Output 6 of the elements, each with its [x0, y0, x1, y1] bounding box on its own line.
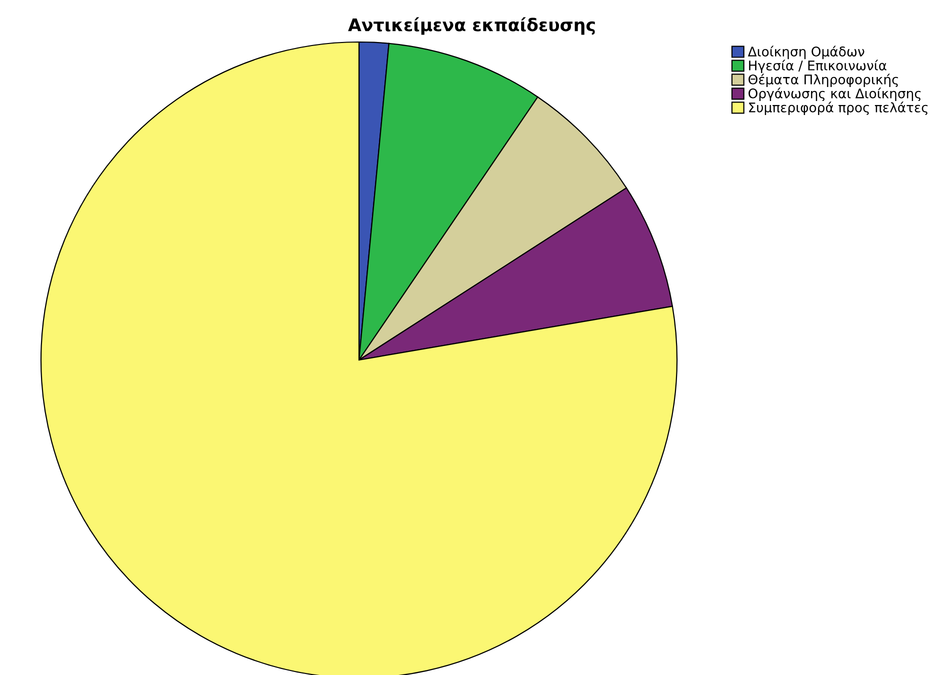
legend-label: Διοίκηση Ομάδων	[748, 46, 864, 60]
legend-label: Θέματα Πληροφορικής	[748, 74, 898, 88]
chart-title: Αντικείμενα εκπαίδευσης	[348, 17, 595, 35]
legend-label: Ηγεσία / Επικοινωνία	[749, 60, 886, 74]
legend-label: Οργάνωσης και Διοίκησης	[748, 88, 921, 101]
legend-label: Συμπεριφορά προς πελάτες	[749, 102, 928, 115]
